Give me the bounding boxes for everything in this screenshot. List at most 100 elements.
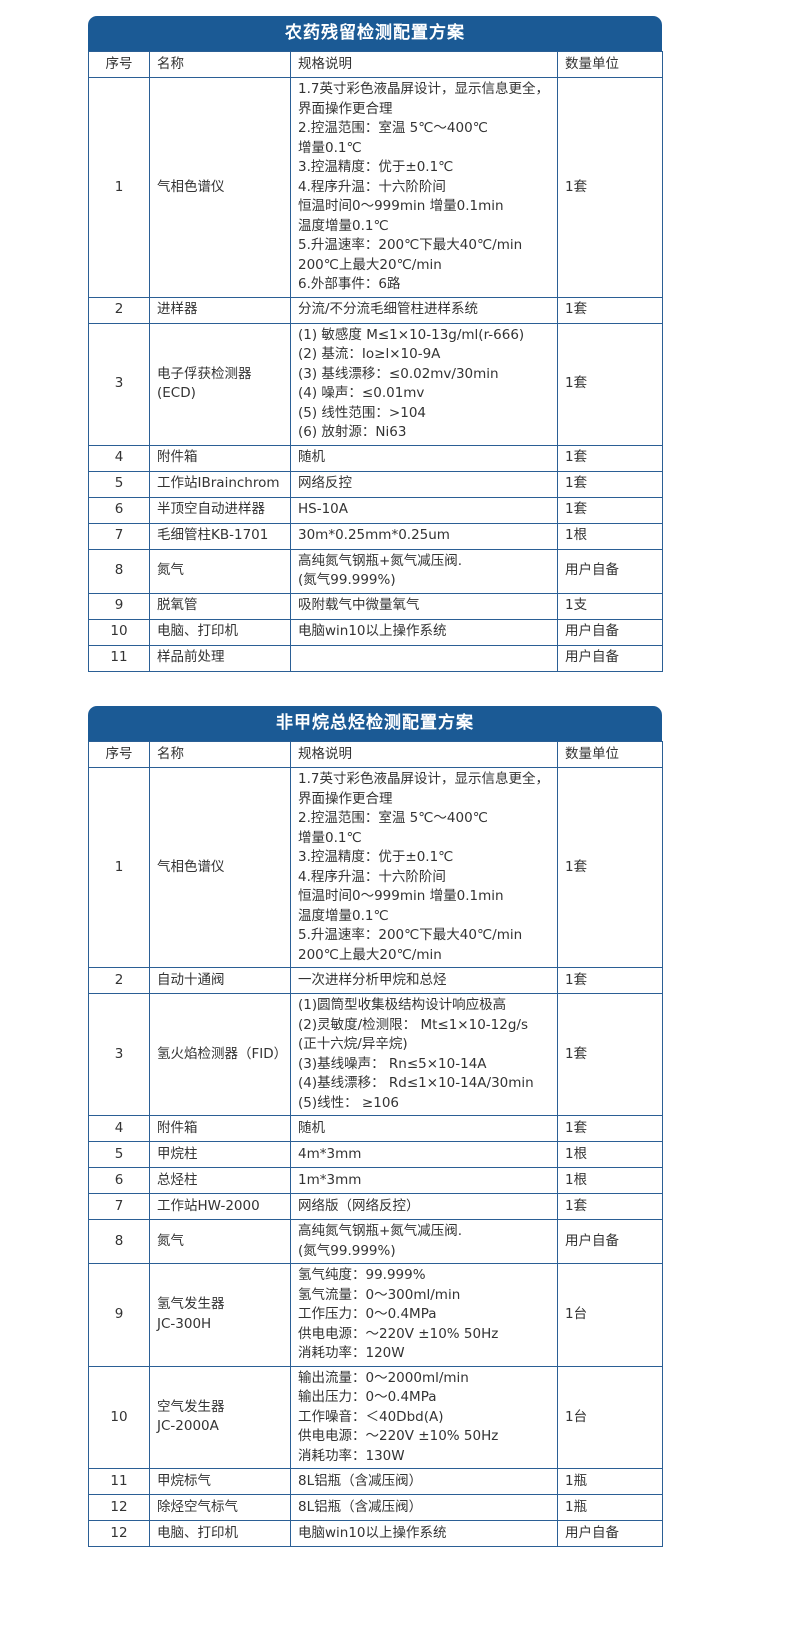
quantity-cell: 1根 [557,1167,663,1194]
quantity-cell: 1套 [557,322,663,446]
name-cell: 气相色谱仪 [149,767,291,968]
quantity-cell: 1套 [557,1193,663,1220]
index-cell: 1 [88,767,150,968]
index-cell: 1 [88,77,150,298]
spec-cell: 高纯氮气钢瓶+氮气减压阀. (氮气99.999%) [290,1219,558,1264]
table-row: 2 进样器 分流/不分流毛细管柱进样系统 1套 [88,296,663,324]
name-cell: 总烃柱 [149,1167,291,1194]
index-cell: 10 [88,1365,150,1469]
index-cell: 6 [88,1167,150,1194]
name-cell: 氢气发生器 JC-300H [149,1263,291,1367]
index-cell: 10 [88,618,150,646]
index-cell: 3 [88,993,150,1116]
quantity-cell: 1瓶 [557,1468,663,1495]
nmhc-config-table: 非甲烷总烃检测配置方案 序号 名称 规格说明 数量单位 1 气相色谱仪 1.7英寸彩色液晶屏… [88,706,663,1547]
name-cell: 电脑、打印机 [149,618,291,646]
spec-cell: 随机 [290,444,558,472]
name-cell: 脱氧管 [149,592,291,620]
name-cell: 氮气 [149,548,291,594]
quantity-cell: 1套 [557,1115,663,1142]
index-cell: 2 [88,296,150,324]
table-row: 1 气相色谱仪 1.7英寸彩色液晶屏设计，显示信息更全，界面操作更合理 2.控温范围… [88,77,663,298]
column-header: 规格说明 [290,741,558,768]
quantity-cell: 1支 [557,592,663,620]
index-cell: 12 [88,1520,150,1547]
column-header: 数量单位 [557,741,663,768]
name-cell: 半顶空自动进样器 [149,496,291,524]
index-cell: 11 [88,644,150,672]
quantity-cell: 1瓶 [557,1494,663,1521]
quantity-cell: 1套 [557,296,663,324]
name-cell: 毛细管柱KB-1701 [149,522,291,550]
name-cell: 电脑、打印机 [149,1520,291,1547]
table-row: 8 氮气 高纯氮气钢瓶+氮气减压阀. (氮气99.999%) 用户自备 [88,548,663,594]
spec-cell: 1.7英寸彩色液晶屏设计，显示信息更全，界面操作更合理 2.控温范围：室温 5℃… [290,767,558,968]
column-header: 名称 [149,741,291,768]
index-cell: 9 [88,592,150,620]
index-cell: 8 [88,1219,150,1264]
index-cell: 4 [88,444,150,472]
quantity-cell: 1根 [557,522,663,550]
spec-cell: (1)圆筒型收集极结构设计响应极高 (2)灵敏度/检测限： Mt≤1×10-12… [290,993,558,1116]
table-row: 12 除烃空气标气 8L铝瓶（含减压阀） 1瓶 [88,1494,663,1521]
table-row: 8 氮气 高纯氮气钢瓶+氮气减压阀. (氮气99.999%) 用户自备 [88,1219,663,1264]
name-cell: 氢火焰检测器（FID） [149,993,291,1116]
name-cell: 附件箱 [149,1115,291,1142]
name-cell: 氮气 [149,1219,291,1264]
table-row: 11 甲烷标气 8L铝瓶（含减压阀） 1瓶 [88,1468,663,1495]
quantity-cell: 1套 [557,967,663,994]
index-cell: 7 [88,1193,150,1220]
table-title: 非甲烷总烃检测配置方案 [88,706,662,741]
table-row: 7 毛细管柱KB-1701 30m*0.25mm*0.25um 1根 [88,522,663,550]
index-cell: 7 [88,522,150,550]
quantity-cell: 用户自备 [557,548,663,594]
index-cell: 12 [88,1494,150,1521]
quantity-cell: 1台 [557,1263,663,1367]
index-cell: 5 [88,470,150,498]
table-row: 10 电脑、打印机 电脑win10以上操作系统 用户自备 [88,618,663,646]
table-row: 7 工作站HW-2000 网络版（网络反控） 1套 [88,1193,663,1220]
name-cell: 自动十通阀 [149,967,291,994]
spec-cell: 一次进样分析甲烷和总烃 [290,967,558,994]
table-row: 4 附件箱 随机 1套 [88,1115,663,1142]
table-row: 11 样品前处理 用户自备 [88,644,663,672]
name-cell: 气相色谱仪 [149,77,291,298]
column-header: 序号 [88,741,150,768]
name-cell: 工作站IBrainchrom [149,470,291,498]
index-cell: 11 [88,1468,150,1495]
quantity-cell: 用户自备 [557,1219,663,1264]
index-cell: 2 [88,967,150,994]
quantity-cell: 1套 [557,470,663,498]
spec-cell: 高纯氮气钢瓶+氮气减压阀. (氮气99.999%) [290,548,558,594]
table-row: 4 附件箱 随机 1套 [88,444,663,472]
spec-cell: 电脑win10以上操作系统 [290,1520,558,1547]
index-cell: 8 [88,548,150,594]
index-cell: 5 [88,1141,150,1168]
spec-cell: 8L铝瓶（含减压阀） [290,1468,558,1495]
table-row: 3 氢火焰检测器（FID） (1)圆筒型收集极结构设计响应极高 (2)灵敏度/检测限… [88,993,663,1116]
quantity-cell: 1套 [557,767,663,968]
index-cell: 4 [88,1115,150,1142]
column-header: 规格说明 [290,51,558,78]
quantity-cell: 用户自备 [557,618,663,646]
table-row: 5 甲烷柱 4m*3mm 1根 [88,1141,663,1168]
table-row: 9 氢气发生器 JC-300H 氢气纯度：99.999% 氢气流量：0～300ml/… [88,1263,663,1367]
spec-cell: 输出流量：0～2000ml/min 输出压力：0～0.4MPa 工作噪音：＜40… [290,1365,558,1469]
spec-cell [290,644,558,672]
name-cell: 进样器 [149,296,291,324]
column-header: 数量单位 [557,51,663,78]
table-row: 10 空气发生器 JC-2000A 输出流量：0～2000ml/min 输出压力：0… [88,1365,663,1469]
header-row: 序号 名称 规格说明 数量单位 [88,51,663,78]
table-row: 5 工作站IBrainchrom 网络反控 1套 [88,470,663,498]
quantity-cell: 1套 [557,444,663,472]
spec-cell: 网络反控 [290,470,558,498]
spec-cell: 分流/不分流毛细管柱进样系统 [290,296,558,324]
table-title: 农药残留检测配置方案 [88,16,662,51]
table-row: 12 电脑、打印机 电脑win10以上操作系统 用户自备 [88,1520,663,1547]
spec-cell: (1) 敏感度 M≤1×10-13g/ml(r-666) (2) 基流：Io≥l… [290,322,558,446]
spec-cell: 1.7英寸彩色液晶屏设计，显示信息更全，界面操作更合理 2.控温范围：室温 5℃… [290,77,558,298]
table-row: 2 自动十通阀 一次进样分析甲烷和总烃 1套 [88,967,663,994]
spec-cell: 网络版（网络反控） [290,1193,558,1220]
index-cell: 6 [88,496,150,524]
spec-cell: HS-10A [290,496,558,524]
